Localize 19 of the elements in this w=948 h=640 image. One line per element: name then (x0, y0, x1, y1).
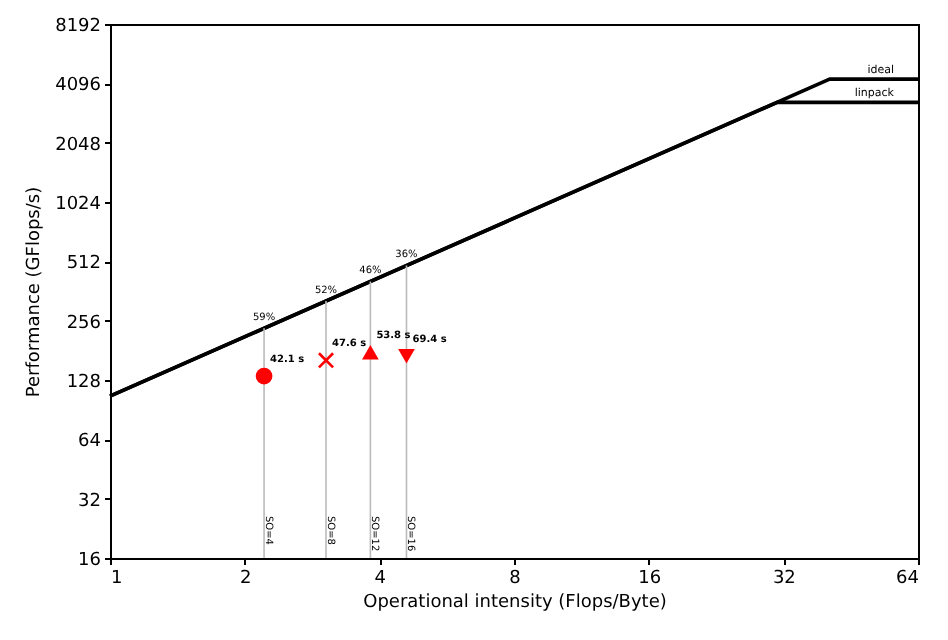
y-tick-label: 1024 (55, 195, 102, 215)
y-tick-label: 32 (78, 491, 101, 512)
y-tick-label: 8192 (55, 17, 101, 37)
y-tick-label: 128 (66, 373, 102, 393)
y-tick-label: 256 (66, 313, 102, 334)
y-tick-label: 16 (78, 551, 102, 571)
y-tick-label: 64 (78, 432, 102, 453)
y-axis-title: Performance (GFlops/s) (25, 186, 46, 398)
y-tick-label: 512 (66, 254, 101, 275)
x-tick-label: 8 (509, 569, 522, 589)
x-axis-title: Operational intensity (Flops/Byte) (363, 593, 667, 613)
x-tick-label: 1 (111, 569, 123, 589)
x-tick-label: 32 (772, 569, 796, 589)
x-tick-label: 2 (239, 569, 252, 589)
x-tick-label: 64 (896, 569, 920, 589)
y-tick-label: 2048 (55, 135, 102, 156)
x-tick-label: 16 (638, 569, 662, 589)
y-tick-label: 4096 (55, 76, 102, 97)
x-tick-label: 4 (374, 569, 387, 589)
